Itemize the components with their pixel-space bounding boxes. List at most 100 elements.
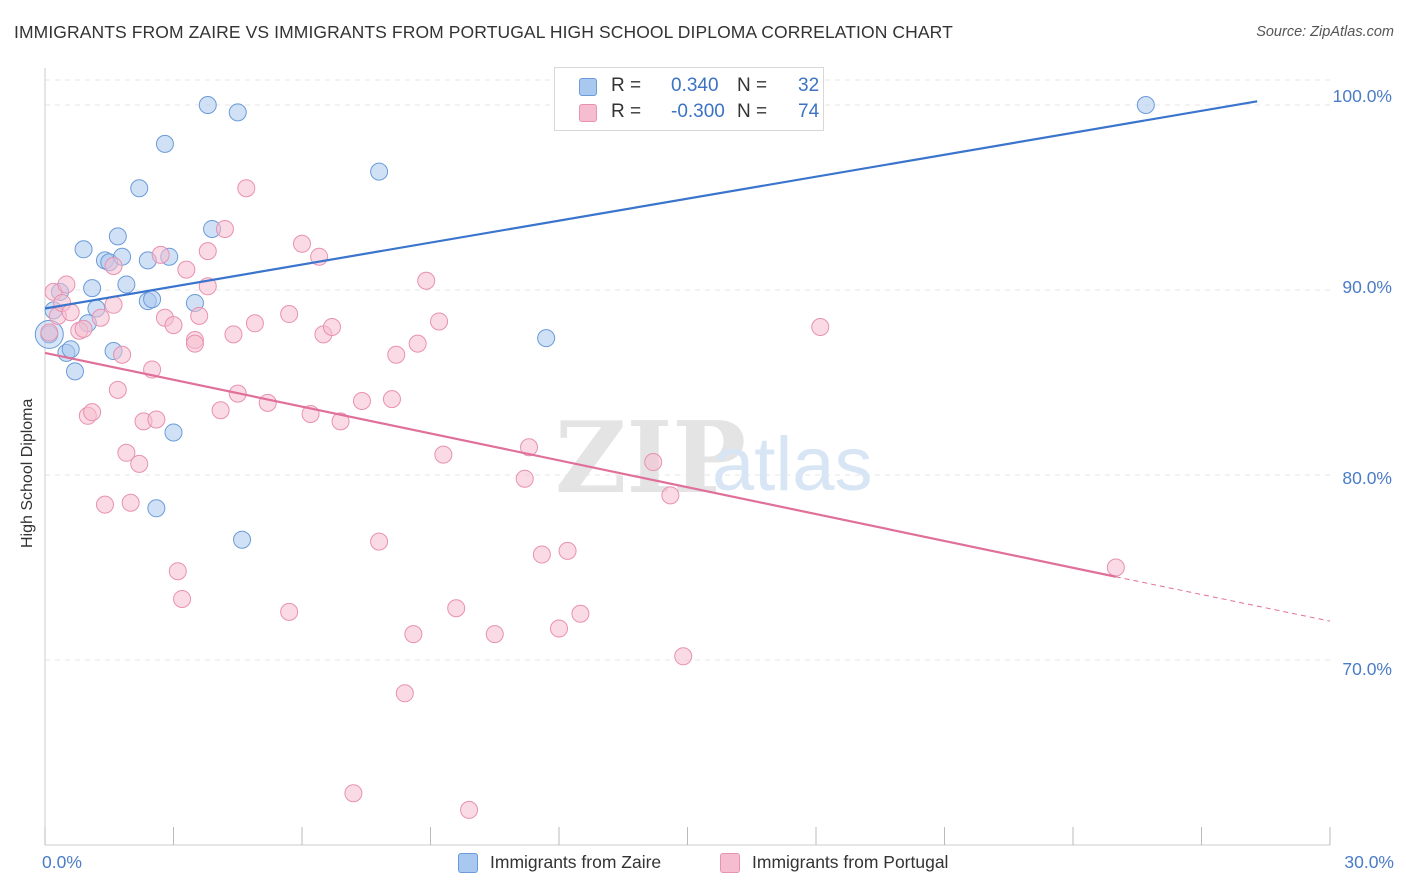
- y-axis-label: High School Diploma: [19, 398, 36, 548]
- data-point: [661, 486, 680, 505]
- data-point: [811, 318, 830, 336]
- data-point: [173, 589, 192, 608]
- y-tick-label-70: 70.0%: [1342, 659, 1392, 679]
- data-point: [57, 275, 76, 294]
- data-point: [83, 403, 102, 422]
- legend-r-value: -0.300: [671, 101, 725, 122]
- data-point: [245, 314, 264, 333]
- data-point: [74, 319, 93, 338]
- data-point: [61, 340, 80, 359]
- data-point: [237, 179, 256, 198]
- data-point: [121, 493, 140, 512]
- data-point: [228, 103, 247, 122]
- data-point: [258, 393, 277, 412]
- watermark-atlas: atlas: [712, 422, 873, 507]
- data-point: [108, 380, 127, 399]
- data-point: [515, 469, 534, 488]
- data-point: [395, 684, 414, 703]
- data-point: [147, 499, 166, 518]
- data-point: [83, 279, 102, 298]
- data-point: [532, 545, 551, 564]
- legend-r-label: R =: [611, 75, 642, 96]
- data-point: [65, 362, 84, 381]
- legend-r-value: 0.340: [671, 75, 719, 96]
- data-point: [382, 390, 401, 409]
- data-point: [233, 530, 252, 549]
- data-point: [117, 443, 136, 462]
- source-label: Source: ZipAtlas.com: [1256, 24, 1394, 40]
- legend-n-label: N =: [737, 101, 768, 122]
- data-point: [571, 604, 590, 623]
- chart-title: IMMIGRANTS FROM ZAIRE VS IMMIGRANTS FROM…: [14, 22, 953, 42]
- trend-lines: [44, 100, 1331, 622]
- data-point: [198, 242, 217, 261]
- data-point: [352, 392, 371, 410]
- data-point: [344, 784, 363, 803]
- data-point: [74, 240, 93, 259]
- data-point: [331, 412, 350, 431]
- data-point: [322, 318, 341, 336]
- data-point: [211, 401, 230, 420]
- bottom-legend-label: Immigrants from Portugal: [752, 852, 949, 872]
- data-point: [113, 345, 132, 364]
- data-point: [430, 312, 449, 331]
- legend-n-label: N =: [737, 75, 768, 96]
- y-tick-label-90: 90.0%: [1342, 277, 1392, 297]
- data-point: [485, 625, 504, 644]
- data-point: [408, 334, 427, 353]
- data-point: [460, 800, 479, 819]
- data-point: [155, 134, 174, 153]
- data-point: [558, 541, 577, 560]
- legend-r-label: R =: [611, 101, 642, 122]
- legend-n-value: 32: [798, 75, 820, 96]
- data-point: [91, 308, 110, 327]
- zaire-swatch: [458, 853, 478, 873]
- data-point: [224, 325, 243, 344]
- data-point: [147, 410, 166, 429]
- data-point: [151, 245, 170, 264]
- portugal-trend-extension: [1115, 576, 1331, 622]
- data-point: [164, 423, 183, 442]
- data-point: [61, 303, 80, 322]
- zaire-swatch: [579, 78, 597, 96]
- data-point: [168, 562, 187, 581]
- data-point: [104, 256, 123, 275]
- x-tick-label-min: 0.0%: [42, 852, 82, 872]
- data-point: [143, 290, 162, 309]
- data-point: [177, 260, 196, 279]
- x-tick-label-max: 30.0%: [1344, 852, 1394, 872]
- watermark: ZIP atlas: [555, 401, 873, 516]
- data-point: [185, 334, 204, 353]
- portugal-trend-line: [44, 351, 1117, 578]
- portugal-swatch: [720, 853, 740, 873]
- zaire-trend-line: [44, 100, 1258, 310]
- data-point: [404, 625, 423, 644]
- data-point: [40, 323, 59, 342]
- data-point: [190, 306, 209, 325]
- y-tick-label-80: 80.0%: [1342, 468, 1392, 488]
- data-point: [644, 453, 663, 472]
- data-point: [370, 532, 389, 551]
- data-point: [198, 96, 217, 114]
- data-point: [130, 179, 149, 198]
- legend-n-value: 74: [798, 101, 820, 122]
- data-point: [370, 162, 389, 181]
- correlation-legend: R = 0.340 N = 32 R = -0.300 N = 74: [554, 67, 824, 131]
- data-point: [1136, 96, 1155, 114]
- data-point: [417, 271, 436, 290]
- data-point: [387, 345, 406, 364]
- grid-lines: [45, 79, 1330, 661]
- data-point: [130, 454, 149, 473]
- data-point: [520, 438, 539, 457]
- axes: [44, 68, 1331, 846]
- data-point: [280, 602, 299, 621]
- data-point: [215, 219, 234, 238]
- data-point: [434, 445, 453, 464]
- data-point: [550, 619, 568, 638]
- data-point: [537, 329, 556, 348]
- data-point: [447, 599, 466, 618]
- data-point: [164, 316, 183, 335]
- data-point: [280, 305, 299, 324]
- portugal-swatch: [579, 104, 597, 122]
